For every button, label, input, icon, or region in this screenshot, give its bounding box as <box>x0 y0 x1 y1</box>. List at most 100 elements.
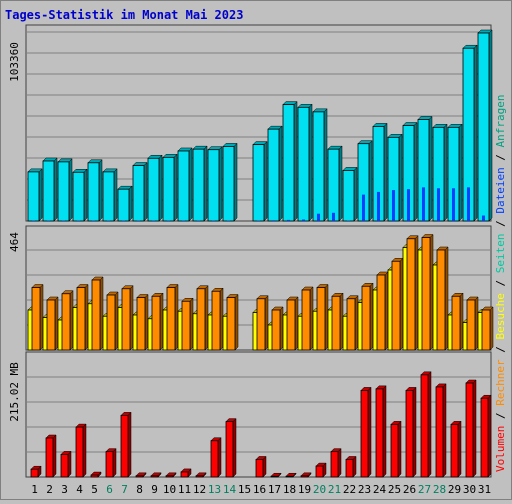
bar-rechner-day-27-side <box>429 233 434 351</box>
bar-volumen-day-24 <box>375 388 384 478</box>
bar-anfragen-day-20 <box>312 111 325 222</box>
x-tick-label-27: 27 <box>418 483 431 496</box>
bar-dateien-day-8 <box>137 220 140 221</box>
side-legend: Volumen / Rechner / Besuche / Seiten / D… <box>494 94 507 472</box>
bar-anfragen-day-8 <box>132 165 145 222</box>
legend-anfragen: Anfragen <box>494 94 507 147</box>
bar-volumen-day-23 <box>360 390 369 478</box>
bar-volumen-day-4 <box>75 426 84 478</box>
chart-title: Tages-Statistik im Monat Mai 2023 <box>5 8 243 22</box>
bar-volumen-day-22-side <box>352 455 357 478</box>
bar-volumen-day-14 <box>225 421 234 478</box>
bar-rechner-day-4-side <box>84 283 89 351</box>
bar-anfragen-day-17-side <box>278 125 283 222</box>
x-tick-label-13: 13 <box>208 483 221 496</box>
bar-volumen-day-30-side <box>472 379 477 478</box>
x-tick-label-16: 16 <box>253 483 266 496</box>
bar-rechner-day-30 <box>466 299 476 351</box>
bar-rechner-day-5-side <box>99 276 104 351</box>
bar-dateien-day-10 <box>167 220 170 221</box>
bar-rechner-day-25 <box>391 260 401 351</box>
bar-dateien-day-3 <box>62 220 65 221</box>
bar-rechner-day-31 <box>481 309 491 351</box>
x-tick-label-29: 29 <box>448 483 461 496</box>
bar-dateien-day-2 <box>47 220 50 221</box>
bar-anfragen-day-2-side <box>53 157 58 222</box>
bar-volumen-day-21 <box>330 451 339 478</box>
bar-rechner-day-22 <box>346 298 356 351</box>
bar-dateien-day-19 <box>302 219 305 221</box>
bar-anfragen-day-18 <box>282 104 295 222</box>
panel-1-max-label: 103360 <box>8 42 21 82</box>
x-tick-label-4: 4 <box>76 483 83 496</box>
bar-anfragen-day-7 <box>117 188 130 222</box>
bar-anfragen-day-7-side <box>128 185 133 222</box>
bar-rechner-day-26-side <box>414 235 419 351</box>
bar-dateien-day-4 <box>77 220 80 221</box>
bar-anfragen-day-1-side <box>38 168 43 222</box>
bar-anfragen-day-29-side <box>458 123 463 222</box>
bar-anfragen-day-4 <box>72 171 85 222</box>
bar-anfragen-day-31-side <box>488 29 493 222</box>
bar-volumen-day-2-side <box>52 434 57 478</box>
bar-dateien-day-9 <box>152 220 155 221</box>
bar-rechner-day-21 <box>331 295 341 351</box>
legend-besuche: Besuche <box>494 293 507 339</box>
bar-dateien-day-23 <box>362 194 365 221</box>
x-tick-label-7: 7 <box>121 483 128 496</box>
bar-dateien-day-13 <box>212 220 215 221</box>
bar-anfragen-day-30-side <box>473 44 478 222</box>
bar-anfragen-day-17 <box>267 128 280 222</box>
bar-rechner-day-9-side <box>159 292 164 351</box>
bar-rechner-day-8 <box>136 297 146 351</box>
legend-separator: / <box>494 340 507 360</box>
bar-rechner-day-17 <box>271 309 281 351</box>
x-tick-label-20: 20 <box>313 483 326 496</box>
bar-volumen-day-28 <box>435 386 444 478</box>
x-tick-label-17: 17 <box>268 483 281 496</box>
legend-rechner: Rechner <box>494 359 507 406</box>
legend-dateien: Dateien <box>494 167 507 213</box>
bar-rechner-day-5 <box>91 279 101 351</box>
bar-rechner-day-2 <box>46 299 56 351</box>
bar-dateien-day-30 <box>467 187 470 221</box>
bar-rechner-day-12 <box>196 288 206 351</box>
x-tick-label-18: 18 <box>283 483 296 496</box>
bar-dateien-day-27 <box>422 187 425 221</box>
bar-volumen-day-19 <box>300 475 309 478</box>
x-tick-label-23: 23 <box>358 483 371 496</box>
x-tick-label-15: 15 <box>238 483 251 496</box>
bar-volumen-day-1 <box>30 468 39 478</box>
bar-rechner-day-13 <box>211 290 221 351</box>
x-tick-label-19: 19 <box>298 483 311 496</box>
bar-rechner-day-28 <box>436 249 446 351</box>
bar-anfragen-day-5-side <box>98 159 103 222</box>
bar-volumen-day-5 <box>90 474 99 478</box>
bar-dateien-day-5 <box>92 220 95 221</box>
bar-rechner-day-10-side <box>174 283 179 351</box>
bar-rechner-day-29 <box>451 295 461 351</box>
bar-anfragen-day-9-side <box>158 154 163 222</box>
bar-volumen-day-14-side <box>232 418 237 478</box>
bar-anfragen-day-9 <box>147 157 160 222</box>
bar-anfragen-day-28-side <box>443 123 448 222</box>
bar-dateien-day-16 <box>257 220 260 221</box>
legend-separator: / <box>494 214 507 234</box>
bar-rechner-day-26 <box>406 238 416 351</box>
bar-dateien-day-21 <box>332 212 335 221</box>
bar-rechner-day-23 <box>361 285 371 351</box>
bar-rechner-day-21-side <box>339 292 344 351</box>
bar-anfragen-day-3 <box>57 161 70 222</box>
x-tick-label-24: 24 <box>373 483 387 496</box>
x-tick-label-10: 10 <box>163 483 176 496</box>
bar-volumen-day-26 <box>405 390 414 478</box>
bar-anfragen-day-5 <box>87 162 100 222</box>
bar-rechner-day-18-side <box>294 296 299 351</box>
bar-anfragen-day-18-side <box>293 100 298 222</box>
bar-anfragen-day-16-side <box>263 141 268 222</box>
bar-rechner-day-19 <box>301 289 311 351</box>
bar-anfragen-day-23-side <box>368 140 373 222</box>
bar-volumen-day-10 <box>165 475 174 478</box>
bar-volumen-day-7 <box>120 414 129 478</box>
bar-dateien-day-14 <box>227 220 230 221</box>
